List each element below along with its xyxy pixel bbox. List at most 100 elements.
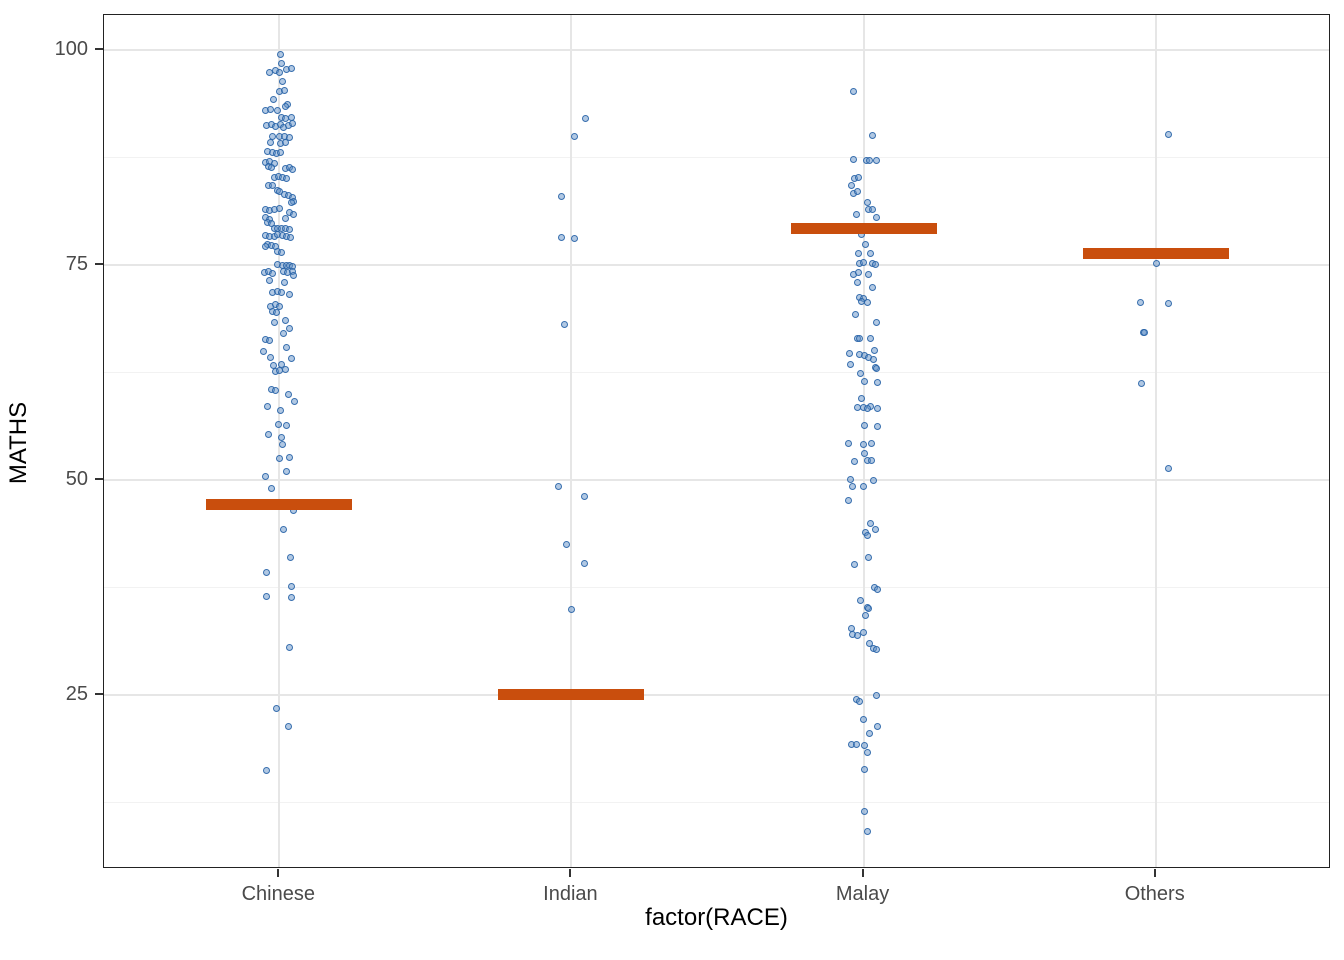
data-point xyxy=(268,182,276,190)
data-point xyxy=(267,485,275,493)
data-point xyxy=(873,214,881,222)
data-point xyxy=(864,828,872,836)
data-point xyxy=(872,525,880,533)
data-point xyxy=(854,188,862,196)
data-point xyxy=(854,278,862,286)
data-point xyxy=(285,325,293,333)
data-point xyxy=(865,604,873,612)
data-point xyxy=(874,405,882,413)
data-point xyxy=(281,138,289,146)
data-point xyxy=(282,422,290,430)
data-point xyxy=(560,320,568,328)
data-point xyxy=(861,766,869,774)
data-point xyxy=(280,278,288,286)
gridline-y-major xyxy=(104,694,1329,696)
data-point xyxy=(275,455,283,462)
plot-panel xyxy=(103,14,1330,868)
data-point xyxy=(271,387,279,395)
data-point xyxy=(278,78,286,86)
data-point xyxy=(282,467,290,475)
y-tick-label: 50 xyxy=(65,468,88,490)
data-point xyxy=(1141,329,1149,337)
data-point xyxy=(285,226,293,234)
data-point xyxy=(273,106,281,114)
data-point xyxy=(279,525,287,533)
data-point xyxy=(280,86,288,94)
data-point xyxy=(284,723,292,731)
data-point xyxy=(856,335,864,343)
gridline-y-minor xyxy=(104,372,1329,373)
x-axis-title: factor(RACE) xyxy=(645,904,788,931)
data-point xyxy=(865,553,873,561)
data-point xyxy=(263,403,271,411)
data-point xyxy=(854,632,862,640)
data-point xyxy=(277,60,285,68)
data-point xyxy=(870,476,878,484)
data-point xyxy=(265,276,273,284)
data-point xyxy=(262,592,270,600)
data-point xyxy=(277,433,285,441)
data-point xyxy=(287,355,295,363)
gridline-x-major xyxy=(862,15,865,867)
data-point xyxy=(267,164,275,172)
data-point xyxy=(276,406,284,414)
data-point xyxy=(581,115,589,123)
data-point xyxy=(847,475,855,483)
data-point xyxy=(290,398,298,406)
data-point xyxy=(265,337,273,345)
data-point xyxy=(870,356,878,364)
data-point xyxy=(873,364,881,372)
data-point xyxy=(853,740,861,748)
data-point xyxy=(284,390,292,398)
data-point xyxy=(869,131,877,139)
data-point xyxy=(860,258,868,266)
data-point xyxy=(864,531,872,539)
data-point xyxy=(868,440,876,448)
data-point xyxy=(285,454,293,462)
x-tick-mark xyxy=(1153,869,1156,877)
data-point xyxy=(554,482,562,490)
data-point xyxy=(873,645,881,653)
data-point xyxy=(850,155,858,163)
data-point xyxy=(865,270,873,278)
data-point xyxy=(277,248,285,256)
data-point xyxy=(285,290,293,298)
data-point xyxy=(285,134,293,142)
y-tick-label: 100 xyxy=(54,38,88,60)
data-point xyxy=(853,210,861,218)
data-point xyxy=(262,767,270,775)
gridline-y-major xyxy=(104,49,1329,51)
data-point xyxy=(849,483,857,491)
data-point xyxy=(259,347,267,355)
data-point xyxy=(867,519,875,527)
data-point xyxy=(287,198,295,206)
data-point xyxy=(855,173,863,181)
gridline-x-major xyxy=(570,15,573,867)
data-point xyxy=(869,283,877,291)
data-point xyxy=(287,583,295,591)
data-point xyxy=(287,594,295,602)
data-point xyxy=(866,639,874,647)
data-point xyxy=(272,705,280,713)
data-point xyxy=(856,698,864,706)
gridline-x-major xyxy=(278,15,281,867)
y-tick-mark xyxy=(95,263,103,265)
data-point xyxy=(1153,259,1161,267)
data-point xyxy=(873,156,881,164)
x-tick-mark xyxy=(861,869,864,877)
data-point xyxy=(1165,300,1173,308)
data-point xyxy=(845,497,853,505)
data-point xyxy=(276,50,284,58)
data-point xyxy=(858,394,866,402)
data-point xyxy=(857,369,865,377)
data-point xyxy=(1137,299,1145,307)
data-point xyxy=(276,148,284,156)
data-point xyxy=(288,120,296,128)
data-point xyxy=(1165,130,1173,138)
data-point xyxy=(874,423,882,431)
data-point xyxy=(262,568,270,576)
data-point xyxy=(281,103,289,111)
data-point xyxy=(864,749,872,757)
data-point xyxy=(873,691,881,699)
data-point xyxy=(869,206,877,214)
